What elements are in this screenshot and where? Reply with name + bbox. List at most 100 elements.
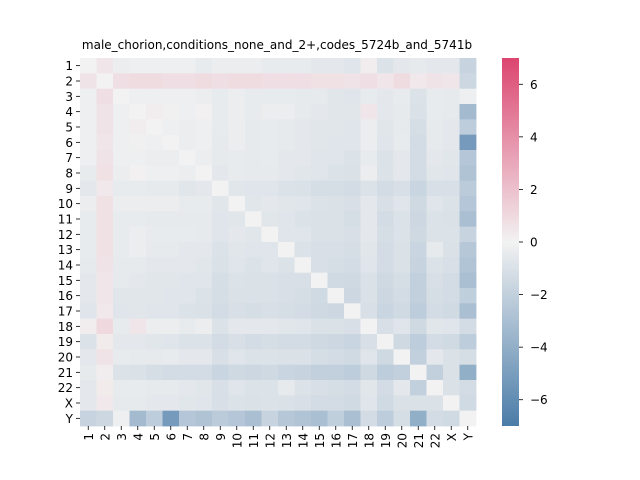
heatmap-cell-2-1 [80, 73, 97, 90]
heatmap-cell-10-22 [426, 196, 444, 212]
heatmap-cell-2-8 [195, 73, 213, 90]
heatmap-cell-Y-8 [195, 410, 213, 427]
heatmap-cell-12-21 [410, 226, 427, 243]
heatmap-cell-1-19 [377, 58, 394, 74]
heatmap-cell-15-1 [80, 272, 97, 289]
heatmap-cell-12-8 [195, 226, 213, 243]
heatmap-cell-12-18 [360, 226, 378, 243]
heatmap-cell-9-3 [113, 180, 130, 197]
heatmap-cell-18-14 [294, 318, 312, 335]
heatmap-cell-1-15 [311, 58, 328, 74]
heatmap-cell-8-11 [245, 165, 262, 182]
heatmap-cell-5-7 [179, 119, 196, 136]
heatmap-cell-16-10 [228, 288, 246, 304]
heatmap-cell-14-18 [360, 257, 378, 274]
heatmap-cell-16-14 [294, 288, 312, 304]
heatmap-cell-21-18 [360, 364, 378, 381]
heatmap-cell-11-22 [426, 211, 444, 228]
heatmap-cell-8-20 [393, 165, 411, 182]
heatmap-cell-Y-19 [377, 410, 394, 427]
heatmap-cell-14-3 [113, 257, 130, 274]
heatmap-cell-21-20 [393, 364, 411, 381]
heatmap-cell-12-12 [261, 226, 279, 243]
heatmap-cell-1-9 [212, 58, 229, 74]
heatmap-cell-18-17 [344, 318, 361, 335]
heatmap-cell-1-10 [228, 58, 246, 74]
heatmap-cell-11-X [443, 211, 460, 228]
heatmap-cell-8-X [443, 165, 460, 182]
y-tick-label: 20 [58, 351, 73, 365]
heatmap-cell-15-19 [377, 272, 394, 289]
heatmap-cell-X-20 [393, 395, 411, 412]
heatmap-cell-12-16 [327, 226, 345, 243]
heatmap-cell-15-18 [360, 272, 378, 289]
heatmap-cell-18-18 [360, 318, 378, 335]
heatmap-cell-10-5 [146, 196, 163, 212]
heatmap-cell-21-11 [245, 364, 262, 381]
heatmap-cell-X-19 [377, 395, 394, 412]
heatmap-cell-12-22 [426, 226, 444, 243]
heatmap-cell-1-22 [426, 58, 444, 74]
heatmap-cell-Y-2 [96, 410, 114, 427]
heatmap-cell-3-17 [344, 88, 361, 105]
heatmap-cell-22-17 [344, 380, 361, 396]
heatmap-cell-3-19 [377, 88, 394, 105]
heatmap-cell-6-10 [228, 134, 246, 151]
heatmap-cell-16-7 [179, 288, 196, 304]
heatmap-cell-22-4 [129, 380, 147, 396]
heatmap-cell-2-10 [228, 73, 246, 90]
heatmap-cell-13-4 [129, 242, 147, 258]
heatmap-cell-5-1 [80, 119, 97, 136]
heatmap-cell-3-12 [261, 88, 279, 105]
heatmap-cell-9-22 [426, 180, 444, 197]
heatmap-cell-3-9 [212, 88, 229, 105]
x-tick-label: 4 [131, 433, 145, 441]
heatmap-cell-1-13 [278, 58, 295, 74]
heatmap-cell-9-21 [410, 180, 427, 197]
y-tick-label: X [65, 397, 73, 411]
heatmap-cell-9-11 [245, 180, 262, 197]
x-tick-label: 1 [82, 433, 96, 441]
heatmap-cell-4-7 [179, 104, 196, 120]
heatmap-cell-13-3 [113, 242, 130, 258]
x-tick-label: 10 [230, 433, 244, 448]
heatmap-cell-4-X [443, 104, 460, 120]
heatmap-cell-15-8 [195, 272, 213, 289]
heatmap-cell-10-1 [80, 196, 97, 212]
heatmap-cell-4-14 [294, 104, 312, 120]
heatmap-cell-3-11 [245, 88, 262, 105]
heatmap-cell-19-X [443, 334, 460, 350]
heatmap-cell-X-16 [327, 395, 345, 412]
heatmap-cell-5-Y [459, 119, 477, 136]
x-tick-label: 19 [379, 433, 393, 448]
heatmap-cell-21-15 [311, 364, 328, 381]
heatmap-cell-3-3 [113, 88, 130, 105]
heatmap-cell-18-13 [278, 318, 295, 335]
heatmap-cell-8-16 [327, 165, 345, 182]
heatmap-cell-21-X [443, 364, 460, 381]
heatmap-cell-5-12 [261, 119, 279, 136]
heatmap-cell-9-5 [146, 180, 163, 197]
heatmap-cell-3-18 [360, 88, 378, 105]
heatmap-cell-3-16 [327, 88, 345, 105]
heatmap-cell-19-17 [344, 334, 361, 350]
heatmap-cell-16-20 [393, 288, 411, 304]
heatmap-cell-10-20 [393, 196, 411, 212]
heatmap-cell-17-15 [311, 303, 328, 320]
heatmap-cell-X-17 [344, 395, 361, 412]
heatmap-cell-18-1 [80, 318, 97, 335]
heatmap-cell-20-11 [245, 349, 262, 366]
heatmap-cell-11-15 [311, 211, 328, 228]
heatmap-cell-12-Y [459, 226, 477, 243]
heatmap-cell-10-8 [195, 196, 213, 212]
heatmap-cell-5-21 [410, 119, 427, 136]
heatmap-cell-3-8 [195, 88, 213, 105]
heatmap-cell-X-10 [228, 395, 246, 412]
x-tick-label: 2 [98, 433, 112, 441]
heatmap-cell-9-13 [278, 180, 295, 197]
heatmap-cell-10-12 [261, 196, 279, 212]
heatmap-cell-14-Y [459, 257, 477, 274]
heatmap-cell-14-X [443, 257, 460, 274]
heatmap-cell-10-19 [377, 196, 394, 212]
heatmap-cell-21-21 [410, 364, 427, 381]
